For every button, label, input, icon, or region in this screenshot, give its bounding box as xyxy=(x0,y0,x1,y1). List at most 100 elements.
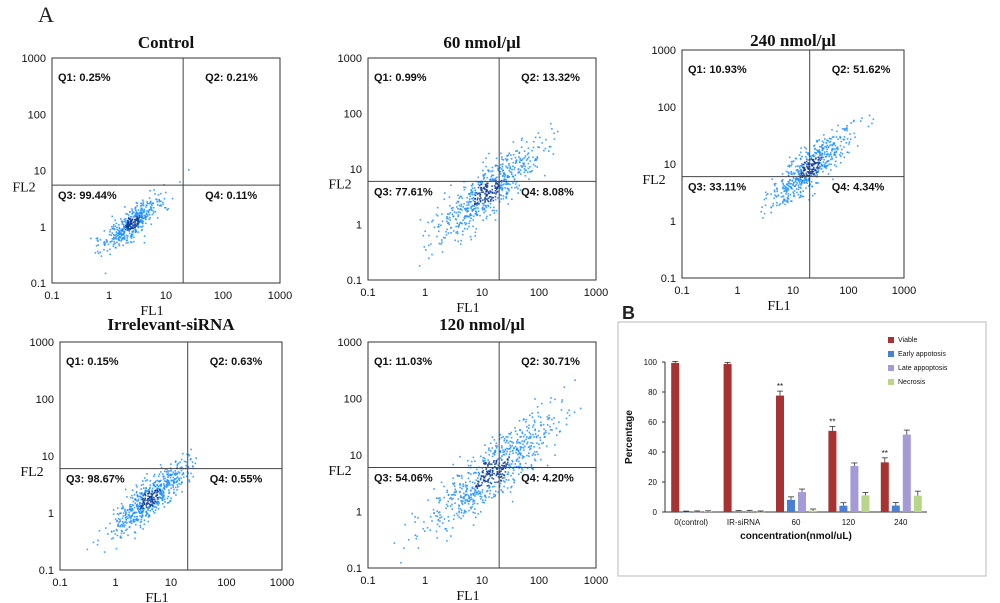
data-point xyxy=(820,163,823,166)
data-point xyxy=(455,231,457,234)
bar xyxy=(745,511,754,512)
data-point xyxy=(98,529,101,532)
data-point xyxy=(815,139,818,142)
data-point xyxy=(806,182,809,184)
data-point xyxy=(111,215,113,218)
data-point xyxy=(456,514,459,517)
data-point xyxy=(140,505,142,507)
data-point xyxy=(156,479,159,482)
data-point xyxy=(520,467,523,470)
data-point xyxy=(135,484,138,486)
data-point xyxy=(134,228,137,231)
data-point xyxy=(505,197,508,199)
data-point xyxy=(813,166,815,169)
data-point xyxy=(141,514,144,516)
data-point xyxy=(813,192,816,195)
data-point xyxy=(140,488,142,490)
data-point xyxy=(461,502,463,504)
data-point xyxy=(176,489,178,491)
bar xyxy=(828,430,837,512)
data-point xyxy=(124,516,127,519)
x-tick-label: 1 xyxy=(734,285,740,297)
data-point xyxy=(109,230,111,233)
data-point xyxy=(124,508,126,511)
significance-marker: ** xyxy=(882,449,888,458)
data-point xyxy=(152,510,155,513)
data-point xyxy=(492,199,495,202)
data-point xyxy=(837,148,839,150)
data-point xyxy=(499,170,502,173)
data-point xyxy=(512,478,514,480)
data-point xyxy=(528,424,530,427)
data-point xyxy=(790,187,793,190)
data-point xyxy=(496,187,499,189)
data-point xyxy=(534,136,537,139)
data-point xyxy=(178,478,180,481)
data-point xyxy=(494,490,497,493)
data-point xyxy=(143,214,145,217)
data-point xyxy=(834,154,837,157)
data-point xyxy=(154,509,157,511)
data-point xyxy=(167,207,170,210)
data-point xyxy=(818,149,821,151)
data-point xyxy=(822,165,824,167)
data-point xyxy=(446,213,449,215)
data-point xyxy=(482,209,484,211)
bar-chart-frame xyxy=(617,321,987,577)
data-point xyxy=(489,195,492,198)
data-point xyxy=(165,471,168,473)
data-point xyxy=(436,523,439,526)
data-point xyxy=(486,184,489,187)
data-point xyxy=(538,447,541,449)
data-point xyxy=(497,491,500,493)
data-point xyxy=(143,217,145,219)
data-point xyxy=(393,542,396,544)
data-point xyxy=(118,244,121,247)
data-point xyxy=(134,219,137,222)
data-point xyxy=(159,496,161,499)
data-point xyxy=(139,515,141,517)
data-point xyxy=(460,517,462,520)
data-point xyxy=(477,474,480,477)
data-point xyxy=(458,204,461,207)
data-point xyxy=(464,221,466,224)
data-point xyxy=(485,193,487,196)
data-point xyxy=(114,518,117,520)
data-point xyxy=(163,475,165,477)
data-point xyxy=(550,397,552,399)
data-point xyxy=(178,479,181,482)
data-point xyxy=(141,507,144,510)
data-point xyxy=(518,456,521,459)
data-point xyxy=(821,148,824,151)
data-point xyxy=(134,225,136,228)
data-point xyxy=(475,212,478,214)
data-point xyxy=(125,529,127,532)
data-point xyxy=(141,199,144,202)
data-point xyxy=(455,211,458,214)
data-point xyxy=(155,506,158,509)
data-point xyxy=(482,476,485,478)
data-point xyxy=(512,182,514,184)
data-point xyxy=(843,136,846,138)
data-point xyxy=(819,165,821,168)
data-point xyxy=(518,419,521,422)
data-point xyxy=(140,226,143,228)
data-point xyxy=(822,144,824,146)
data-point xyxy=(452,230,455,232)
significance-marker: ** xyxy=(829,417,835,426)
data-point xyxy=(472,500,474,503)
y-tick-label: 0.1 xyxy=(347,275,362,287)
data-point xyxy=(160,200,162,203)
data-point xyxy=(867,125,870,128)
data-point xyxy=(176,484,179,486)
data-point xyxy=(154,480,157,483)
data-point xyxy=(805,151,807,154)
data-point xyxy=(492,196,495,199)
data-point xyxy=(506,187,509,190)
data-point xyxy=(142,528,144,530)
data-point xyxy=(820,157,822,159)
data-point xyxy=(132,230,135,232)
data-point xyxy=(476,485,479,488)
data-point xyxy=(146,213,149,216)
data-point xyxy=(464,217,466,220)
